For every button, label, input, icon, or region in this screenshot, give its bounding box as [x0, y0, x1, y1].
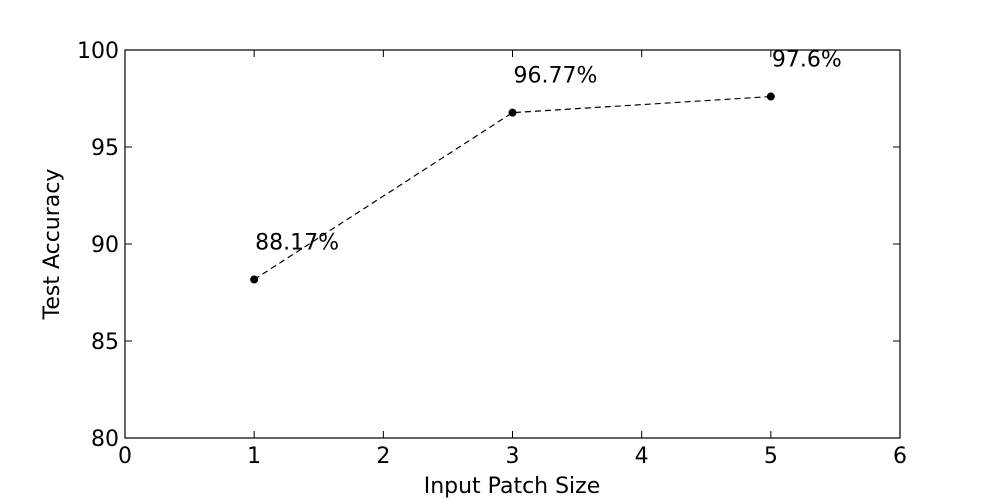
data-point [766, 92, 775, 101]
x-axis-label: Input Patch Size [424, 474, 601, 499]
y-tick-label: 85 [91, 330, 119, 355]
y-tick-label: 80 [91, 427, 119, 452]
data-label: 88.17% [255, 231, 339, 256]
data-series: 88.17% 96.77% 97.6% [250, 48, 842, 284]
x-tick-label: 4 [635, 444, 649, 469]
x-tick-label: 3 [506, 444, 520, 469]
series-line [253, 95, 771, 281]
data-point [508, 108, 517, 117]
axis-ticks: 0 1 2 3 4 5 6 80 85 90 95 100 [77, 39, 907, 469]
data-point [250, 275, 259, 284]
x-tick-label: 5 [764, 444, 778, 469]
x-tick-label: 6 [893, 444, 907, 469]
x-tick-label: 2 [376, 444, 390, 469]
y-axis-label: Test Accuracy [40, 169, 65, 321]
plot-area [125, 50, 900, 438]
plot-frame [124, 49, 901, 439]
y-tick-label: 100 [77, 39, 119, 64]
y-tick-label: 95 [91, 136, 119, 161]
x-tick-label: 1 [247, 444, 261, 469]
data-label: 96.77% [514, 64, 598, 89]
data-label: 97.6% [772, 48, 842, 73]
x-tick-label: 0 [118, 444, 132, 469]
y-tick-label: 90 [91, 233, 119, 258]
